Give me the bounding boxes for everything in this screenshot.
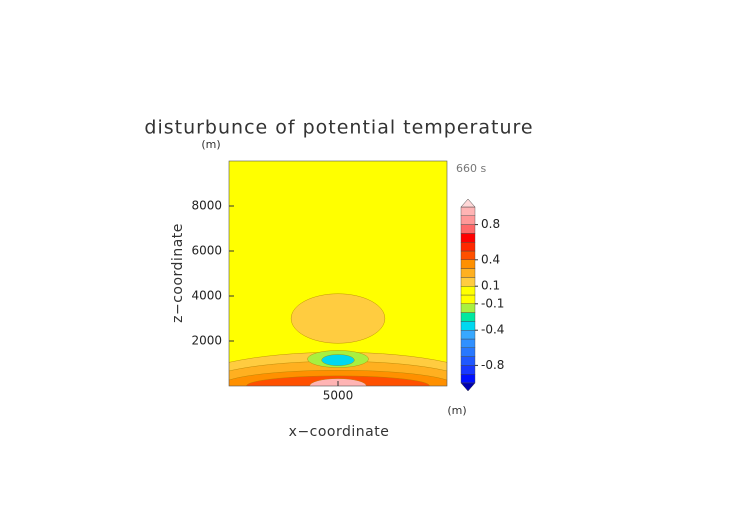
chart-title: disturbunce of potential temperature — [144, 117, 533, 139]
colorbar-band — [460, 312, 476, 322]
colorbar-tick-label: 0.4 — [481, 252, 500, 266]
y-tick-label: 8000 — [191, 199, 222, 213]
colorbar-band — [460, 206, 476, 217]
colorbar-band — [460, 268, 476, 278]
y-axis-label: z−coordinate — [170, 223, 186, 323]
colorbar-band — [460, 224, 476, 234]
background-field — [229, 161, 447, 386]
colorbar-over — [460, 198, 476, 208]
colorbar-band — [460, 374, 476, 384]
x-tick-label: 5000 — [323, 389, 354, 403]
contour-region — [321, 354, 355, 366]
colorbar-band — [460, 250, 476, 261]
colorbar-band — [460, 294, 476, 305]
colorbar-band — [460, 233, 476, 243]
colorbar-band — [460, 277, 476, 287]
colorbar-tick-label: -0.1 — [481, 296, 504, 310]
colorbar-band — [460, 365, 476, 375]
colorbar-band — [460, 215, 476, 225]
time-label: 660 s — [456, 162, 486, 175]
colorbar-under — [460, 382, 476, 392]
colorbar-tick-label: 0.8 — [481, 217, 500, 231]
overlay: 5000 2000 4000 6000 8000 0.8 0.4 0.1 -0.1 -0.4 -0.… — [191, 160, 504, 403]
plot-area — [229, 161, 447, 386]
colorbar-tick-label: 0.1 — [481, 279, 500, 293]
colorbar-band — [460, 347, 476, 357]
colorbar-band — [460, 330, 476, 340]
x-axis-label: x−coordinate — [289, 424, 390, 440]
y-tick-label: 6000 — [191, 244, 222, 258]
colorbar-band — [460, 303, 476, 313]
y-tick-label: 4000 — [191, 289, 222, 303]
y-unit: (m) — [201, 138, 220, 151]
colorbar-band — [460, 338, 476, 349]
colorbar-band — [460, 241, 476, 252]
colorbar-band — [460, 356, 476, 366]
colorbar-band — [460, 321, 476, 331]
colorbar-tick-label: -0.4 — [481, 323, 504, 337]
contour-region — [290, 293, 386, 344]
colorbar-tick-label: -0.8 — [481, 358, 504, 372]
x-unit: (m) — [447, 404, 466, 417]
colorbar-band — [460, 259, 476, 269]
y-tick-label: 2000 — [191, 334, 222, 348]
colorbar-band — [460, 286, 476, 296]
